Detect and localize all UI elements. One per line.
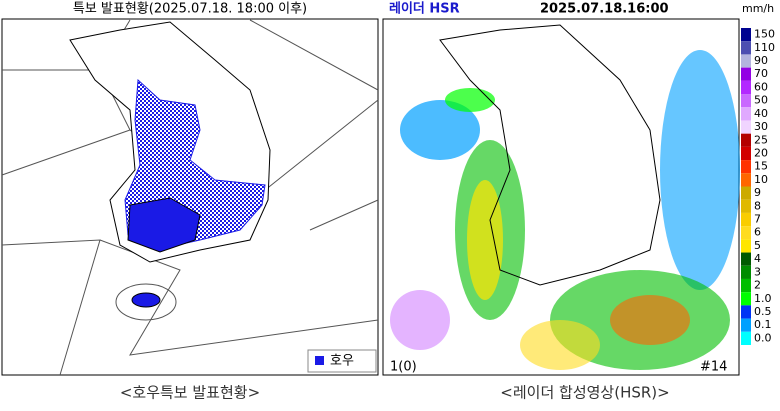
radar-time: 2025.07.18.16:00 xyxy=(540,2,669,17)
scale-swatch xyxy=(741,80,751,95)
scale-swatch xyxy=(741,292,751,306)
scale-label: 0.5 xyxy=(754,305,772,318)
scale-swatch xyxy=(741,186,751,200)
radar-scale: 15011090706050403025201510987654321.00.5… xyxy=(741,28,775,345)
scale-swatch xyxy=(741,331,751,345)
scale-label: 10 xyxy=(754,173,768,186)
scale-swatch xyxy=(741,226,751,240)
warning-title: 특보 발표현황(2025.07.18. 18:00 이후) xyxy=(73,2,307,17)
scale-swatch xyxy=(741,305,751,319)
scale-label: 70 xyxy=(754,67,768,80)
scale-swatch xyxy=(741,318,751,332)
scale-label: 50 xyxy=(754,94,768,107)
radar-unit: mm/h xyxy=(742,2,774,15)
scale-swatch xyxy=(741,67,751,81)
scale-swatch xyxy=(741,146,751,161)
scale-swatch xyxy=(741,199,751,213)
scale-swatch xyxy=(741,28,751,42)
jeju-warning xyxy=(131,292,161,308)
scale-swatch xyxy=(741,94,751,108)
scale-label: 0.1 xyxy=(754,318,772,331)
scale-swatch xyxy=(741,239,751,253)
scale-label: 2 xyxy=(754,279,761,292)
scale-swatch xyxy=(741,173,751,187)
scale-label: 110 xyxy=(754,41,775,54)
scale-label: 0.0 xyxy=(754,331,772,344)
scale-swatch xyxy=(741,212,751,227)
rain-warning xyxy=(127,197,201,253)
legend-swatch xyxy=(315,356,324,365)
scale-label: 30 xyxy=(754,120,768,133)
radar-echoes xyxy=(390,50,740,370)
scale-label: 7 xyxy=(754,213,761,226)
scale-label: 9 xyxy=(754,186,761,199)
radar-station: #14 xyxy=(700,360,727,375)
scale-swatch xyxy=(741,278,751,293)
warning-caption: <호우특보 발표현황> xyxy=(120,384,260,402)
scale-label: 6 xyxy=(754,226,761,239)
scale-label: 150 xyxy=(754,28,775,41)
legend-label: 호우 xyxy=(330,354,354,369)
radar-coastline xyxy=(439,24,661,286)
scale-label: 40 xyxy=(754,107,768,120)
scale-swatch xyxy=(741,41,751,55)
radar-frame-label: 1(0) xyxy=(390,360,417,375)
scale-swatch xyxy=(741,252,751,266)
scale-label: 15 xyxy=(754,160,768,173)
scale-label: 90 xyxy=(754,54,768,67)
scale-swatch xyxy=(741,265,751,279)
radar-caption: <레이더 합성영상(HSR)> xyxy=(500,384,669,402)
scale-swatch xyxy=(741,133,751,147)
scale-label: 25 xyxy=(754,133,768,146)
scale-swatch xyxy=(741,120,751,134)
scale-label: 8 xyxy=(754,199,761,212)
scale-label: 3 xyxy=(754,265,761,278)
scale-label: 20 xyxy=(754,146,768,159)
scale-swatch xyxy=(741,107,751,121)
scale-label: 4 xyxy=(754,252,761,265)
scale-label: 60 xyxy=(754,80,768,93)
radar-title: 레이더 HSR xyxy=(389,1,460,17)
scale-label: 1.0 xyxy=(754,292,772,305)
scale-swatch xyxy=(741,54,751,68)
scale-label: 5 xyxy=(754,239,761,252)
scale-swatch xyxy=(741,160,751,174)
legend-box xyxy=(307,349,377,373)
